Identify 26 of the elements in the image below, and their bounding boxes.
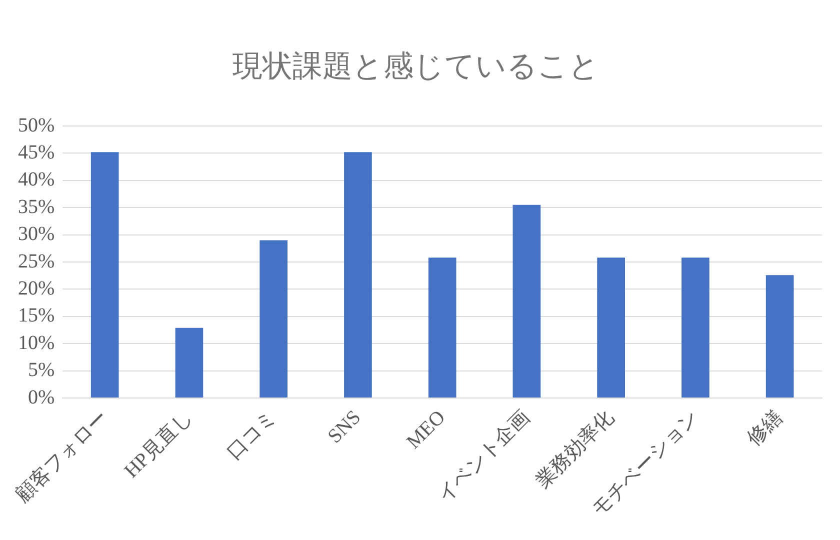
y-tick-label: 50% (18, 114, 55, 136)
y-tick-label: 30% (18, 223, 55, 246)
y-tick-label: 45% (18, 141, 55, 164)
y-tick-label: 15% (18, 304, 55, 327)
bar (175, 328, 204, 398)
bar (766, 275, 794, 398)
bar (90, 152, 119, 398)
chart-title: 現状課題と感じていること (232, 50, 600, 83)
x-tick-label: HP見直し (120, 406, 196, 482)
bar (682, 258, 710, 398)
y-tick-label: 20% (18, 277, 55, 300)
bar (260, 240, 288, 398)
bar (597, 258, 625, 398)
y-tick-label: 0% (28, 386, 55, 408)
y-tick-label: 5% (28, 359, 55, 382)
bar (428, 258, 456, 398)
y-tick-label: 40% (18, 168, 55, 191)
bar (512, 204, 541, 398)
y-tick-label: 25% (18, 250, 55, 272)
x-tick-label: SNS (324, 406, 366, 448)
y-tick-label: 10% (18, 332, 55, 354)
x-tick-label: 修繕 (743, 406, 788, 450)
y-tick-label: 35% (18, 196, 55, 218)
bar (344, 152, 372, 398)
x-tick-label: 口コミ (222, 406, 281, 464)
x-tick-label: 顧客フォロー (12, 406, 112, 507)
